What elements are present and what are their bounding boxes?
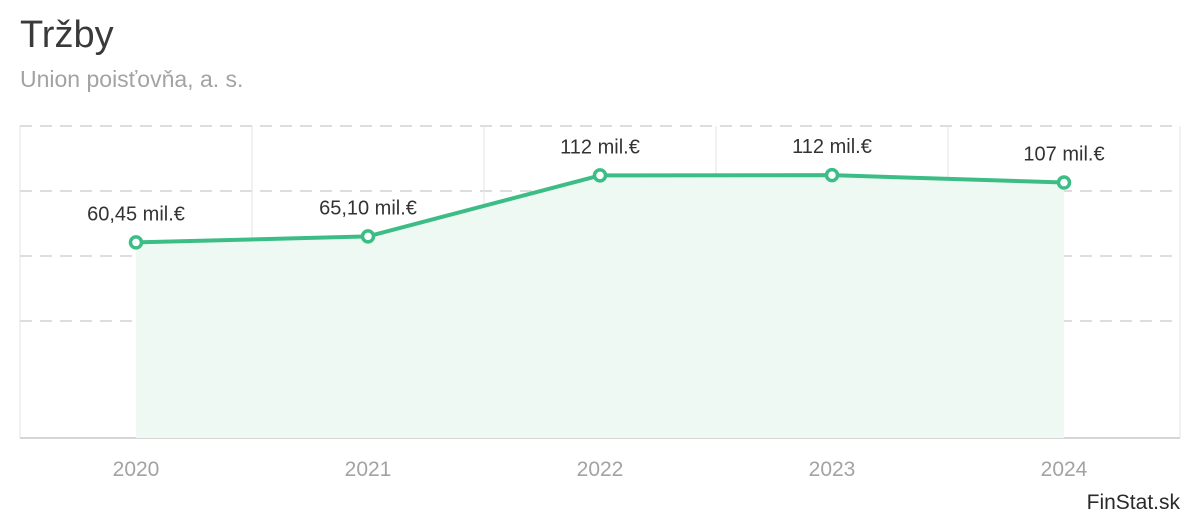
x-tick-2023: 2023 bbox=[809, 458, 856, 481]
chart-subtitle: Union poisťovňa, a. s. bbox=[20, 66, 244, 92]
data-label-2023: 112 mil.€ bbox=[792, 136, 872, 158]
data-point-2023[interactable] bbox=[824, 167, 840, 183]
data-point-2024[interactable] bbox=[1056, 175, 1072, 190]
x-axis-ticks: 2020 2021 2022 2023 2024 bbox=[113, 458, 1088, 481]
x-tick-2024: 2024 bbox=[1041, 458, 1088, 481]
data-point-2022[interactable] bbox=[592, 168, 608, 183]
x-tick-2022: 2022 bbox=[577, 458, 624, 481]
data-label-2020: 60,45 mil.€ bbox=[87, 203, 185, 225]
data-point-2020[interactable] bbox=[128, 235, 144, 250]
source-link[interactable]: FinStat.sk bbox=[1086, 491, 1180, 514]
chart-title: Tržby bbox=[20, 14, 114, 56]
data-label-2021: 65,10 mil.€ bbox=[319, 197, 417, 219]
x-tick-2020: 2020 bbox=[113, 458, 160, 481]
data-labels: 60,45 mil.€ 65,10 mil.€ 112 mil.€ 112 mil.€… bbox=[87, 136, 1105, 225]
data-points bbox=[128, 167, 1072, 250]
data-label-2022: 112 mil.€ bbox=[560, 136, 640, 158]
data-label-2024: 107 mil.€ bbox=[1023, 144, 1104, 166]
area-fill bbox=[136, 175, 1064, 438]
data-point-2021[interactable] bbox=[360, 229, 376, 244]
x-tick-2021: 2021 bbox=[345, 458, 392, 481]
